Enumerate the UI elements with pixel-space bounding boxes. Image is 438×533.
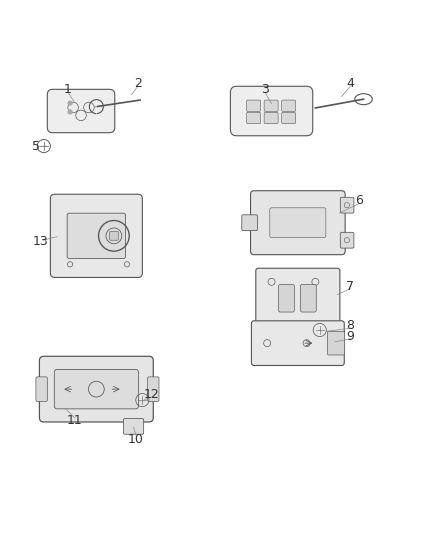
- FancyBboxPatch shape: [39, 356, 153, 422]
- Text: 5: 5: [32, 140, 40, 153]
- FancyBboxPatch shape: [270, 208, 326, 238]
- Text: 12: 12: [143, 388, 159, 401]
- FancyBboxPatch shape: [67, 213, 126, 259]
- Text: 1: 1: [64, 84, 72, 96]
- Text: 4: 4: [346, 77, 354, 90]
- FancyBboxPatch shape: [251, 191, 345, 255]
- FancyBboxPatch shape: [124, 418, 144, 434]
- FancyBboxPatch shape: [279, 285, 294, 312]
- FancyBboxPatch shape: [54, 369, 138, 409]
- Text: 8: 8: [346, 319, 354, 332]
- FancyBboxPatch shape: [264, 112, 278, 124]
- FancyBboxPatch shape: [282, 100, 296, 111]
- FancyBboxPatch shape: [328, 332, 345, 355]
- FancyBboxPatch shape: [264, 100, 278, 111]
- Text: 7: 7: [346, 280, 354, 293]
- Text: 13: 13: [32, 235, 48, 248]
- FancyBboxPatch shape: [340, 232, 354, 248]
- FancyBboxPatch shape: [247, 100, 261, 111]
- FancyBboxPatch shape: [110, 231, 118, 240]
- FancyBboxPatch shape: [251, 321, 344, 366]
- FancyBboxPatch shape: [282, 112, 296, 124]
- FancyBboxPatch shape: [300, 285, 316, 312]
- Text: 11: 11: [67, 414, 82, 427]
- Text: 10: 10: [128, 433, 144, 446]
- FancyBboxPatch shape: [36, 377, 47, 401]
- Text: 6: 6: [355, 195, 363, 207]
- Text: 9: 9: [346, 330, 354, 343]
- FancyBboxPatch shape: [256, 268, 340, 330]
- FancyBboxPatch shape: [50, 194, 142, 278]
- FancyBboxPatch shape: [230, 86, 313, 136]
- FancyBboxPatch shape: [247, 112, 261, 124]
- FancyBboxPatch shape: [242, 215, 258, 231]
- FancyBboxPatch shape: [340, 197, 354, 213]
- FancyBboxPatch shape: [148, 377, 159, 401]
- Text: 2: 2: [134, 77, 142, 90]
- Circle shape: [67, 109, 73, 115]
- Text: 3: 3: [261, 84, 269, 96]
- FancyBboxPatch shape: [47, 90, 115, 133]
- Circle shape: [67, 101, 73, 106]
